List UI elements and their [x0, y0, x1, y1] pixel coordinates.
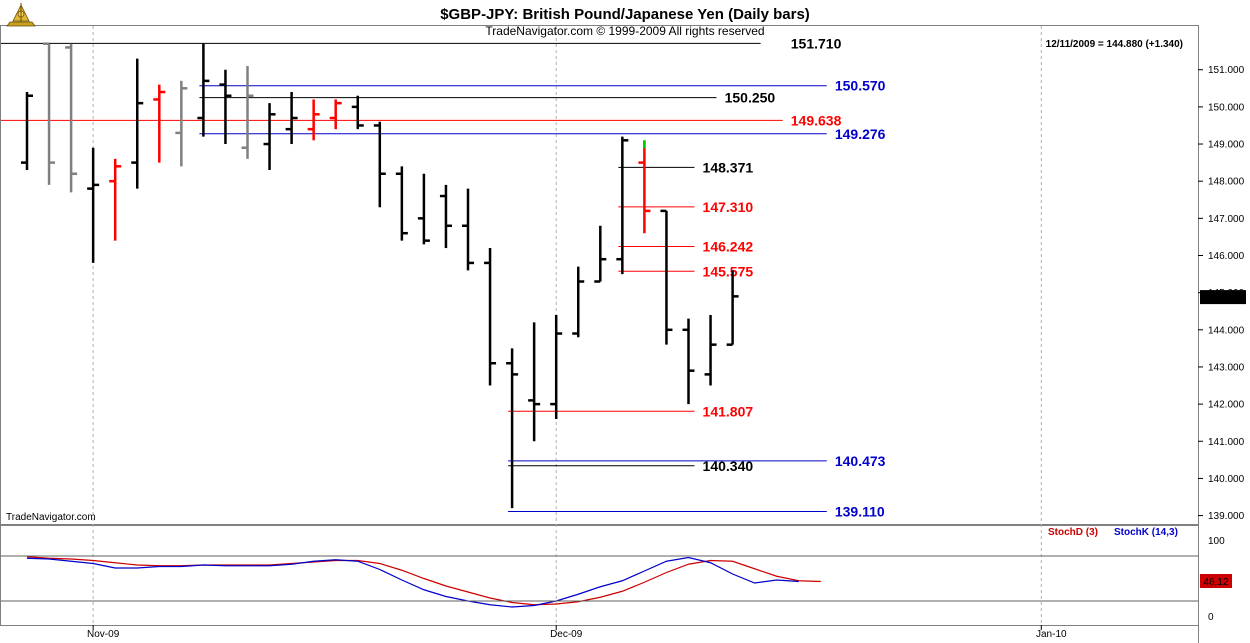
date-axis: Nov-09 Dec-09 Jan-10 — [87, 625, 1067, 640]
ohlc-bar — [726, 270, 739, 346]
ohlc-bar — [285, 92, 298, 145]
last-price-tag: 144.880 — [1200, 290, 1246, 305]
level-label: 151.710 — [791, 35, 842, 51]
level-label: 149.638 — [791, 112, 842, 128]
ohlc-bar — [439, 184, 452, 249]
y-tick-label: 139.000 — [1208, 511, 1245, 522]
y-tick-label: 146.000 — [1208, 251, 1245, 262]
level-label: 145.575 — [703, 263, 754, 279]
ohlc-bar — [197, 43, 210, 137]
chart-title: $GBP-JPY: British Pound/Japanese Yen (Da… — [440, 6, 810, 23]
ohlc-bar — [660, 209, 673, 345]
y-tick-label: 147.000 — [1208, 214, 1245, 225]
y-tick-label: 151.000 — [1208, 65, 1245, 76]
level-label: 149.276 — [835, 126, 886, 142]
y-tick-label: 140.000 — [1208, 474, 1245, 485]
stoch-series-0 — [26, 556, 821, 606]
ohlc-bar — [307, 99, 320, 141]
ohlc-bar — [506, 348, 519, 509]
ohlc-bar — [351, 95, 364, 130]
ohlc-bar — [462, 188, 474, 271]
stochastic-last-value-tag: 46.12 — [1200, 574, 1232, 588]
last-price-label: 144.880 — [1205, 293, 1242, 304]
y-tick-label: 141.000 — [1208, 437, 1245, 448]
ohlc-bar — [87, 147, 100, 263]
level-label: 140.473 — [835, 453, 886, 469]
ohlc-bar — [175, 80, 188, 167]
y-tick-label: 149.000 — [1208, 140, 1245, 151]
watermark: TradeNavigator.com — [6, 512, 96, 523]
legend-stoch-d: StochD (3) — [1048, 527, 1098, 538]
y-tick-label: 148.000 — [1208, 177, 1245, 188]
ohlc-bars — [21, 42, 739, 509]
stoch-tick-0: 0 — [1208, 612, 1214, 623]
level-label: 139.110 — [835, 503, 885, 519]
stoch-series-1 — [26, 556, 799, 608]
x-tick-label: Nov-09 — [87, 629, 120, 640]
level-label: 150.250 — [725, 90, 776, 106]
chart-subtitle: TradeNavigator.com © 1999-2009 All right… — [485, 24, 764, 38]
y-tick-label: 144.000 — [1208, 325, 1245, 336]
y-tick-label: 150.000 — [1208, 102, 1245, 113]
ohlc-bar — [682, 318, 695, 405]
ohlc-bar — [109, 158, 122, 241]
ohlc-bar — [131, 58, 144, 189]
stochastic-axis: 100 0 — [1, 536, 1225, 623]
ohlc-bar — [263, 103, 276, 171]
ohlc-bar — [594, 225, 607, 283]
last-quote-readout: 12/11/2009 = 144.880 (+1.340) — [1046, 39, 1183, 50]
ohlc-bar — [704, 314, 717, 386]
ohlc-bar — [241, 66, 254, 159]
stochastic-lines — [26, 556, 821, 608]
level-label: 140.340 — [703, 458, 754, 474]
stoch-tick-100: 100 — [1208, 536, 1225, 547]
level-label: 147.310 — [703, 199, 754, 215]
ohlc-bar — [65, 43, 78, 193]
x-tick-label: Jan-10 — [1036, 629, 1067, 640]
ohlc-bar — [616, 136, 629, 275]
sextant-logo-icon — [6, 3, 36, 27]
stochastic-panel-frame — [0, 525, 1199, 626]
ohlc-bar — [417, 173, 430, 245]
legend-stoch-k: StochK (14,3) — [1114, 527, 1178, 538]
stochastic-last-value: 46.12 — [1203, 577, 1228, 588]
y-tick-label: 142.000 — [1208, 400, 1245, 411]
vertical-gridlines — [92, 26, 1042, 625]
ohlc-bar — [638, 140, 651, 234]
ohlc-bar — [21, 92, 33, 171]
ohlc-bar — [43, 42, 56, 185]
level-label: 150.570 — [835, 78, 886, 94]
ohlc-bar — [484, 248, 497, 386]
x-tick-label: Dec-09 — [550, 629, 583, 640]
ohlc-bar — [219, 69, 232, 145]
level-label: 148.371 — [703, 159, 754, 175]
ohlc-bar — [395, 166, 408, 241]
level-label: 146.242 — [703, 239, 754, 255]
ohlc-bar — [153, 84, 166, 163]
ohlc-bar — [550, 314, 563, 419]
ohlc-bar — [528, 322, 541, 442]
level-label: 141.807 — [703, 403, 754, 419]
ohlc-bar — [572, 266, 585, 338]
ohlc-bar — [373, 121, 386, 208]
ohlc-bar — [329, 99, 342, 130]
y-tick-label: 143.000 — [1208, 362, 1245, 373]
